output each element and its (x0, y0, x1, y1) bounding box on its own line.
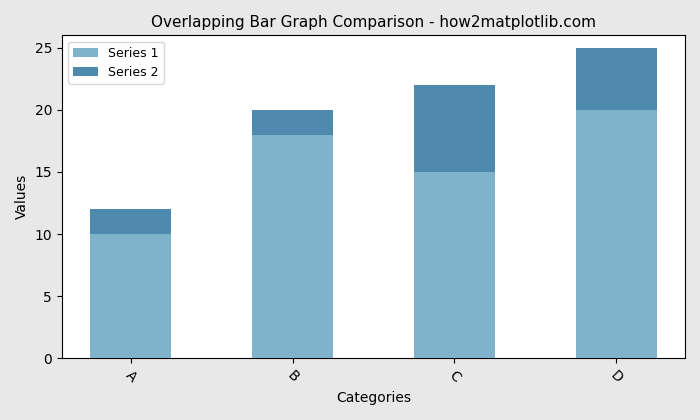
Bar (576, 110, 657, 358)
Bar (252, 110, 333, 358)
Y-axis label: Values: Values (15, 174, 29, 219)
Legend: Series 1, Series 2: Series 1, Series 2 (68, 42, 164, 84)
Bar (414, 85, 495, 358)
Bar (90, 234, 171, 358)
Title: Overlapping Bar Graph Comparison - how2matplotlib.com: Overlapping Bar Graph Comparison - how2m… (151, 15, 596, 30)
Bar (576, 48, 657, 358)
Bar (414, 172, 495, 358)
X-axis label: Categories: Categories (336, 391, 411, 405)
Bar (90, 209, 171, 358)
Bar (252, 135, 333, 358)
